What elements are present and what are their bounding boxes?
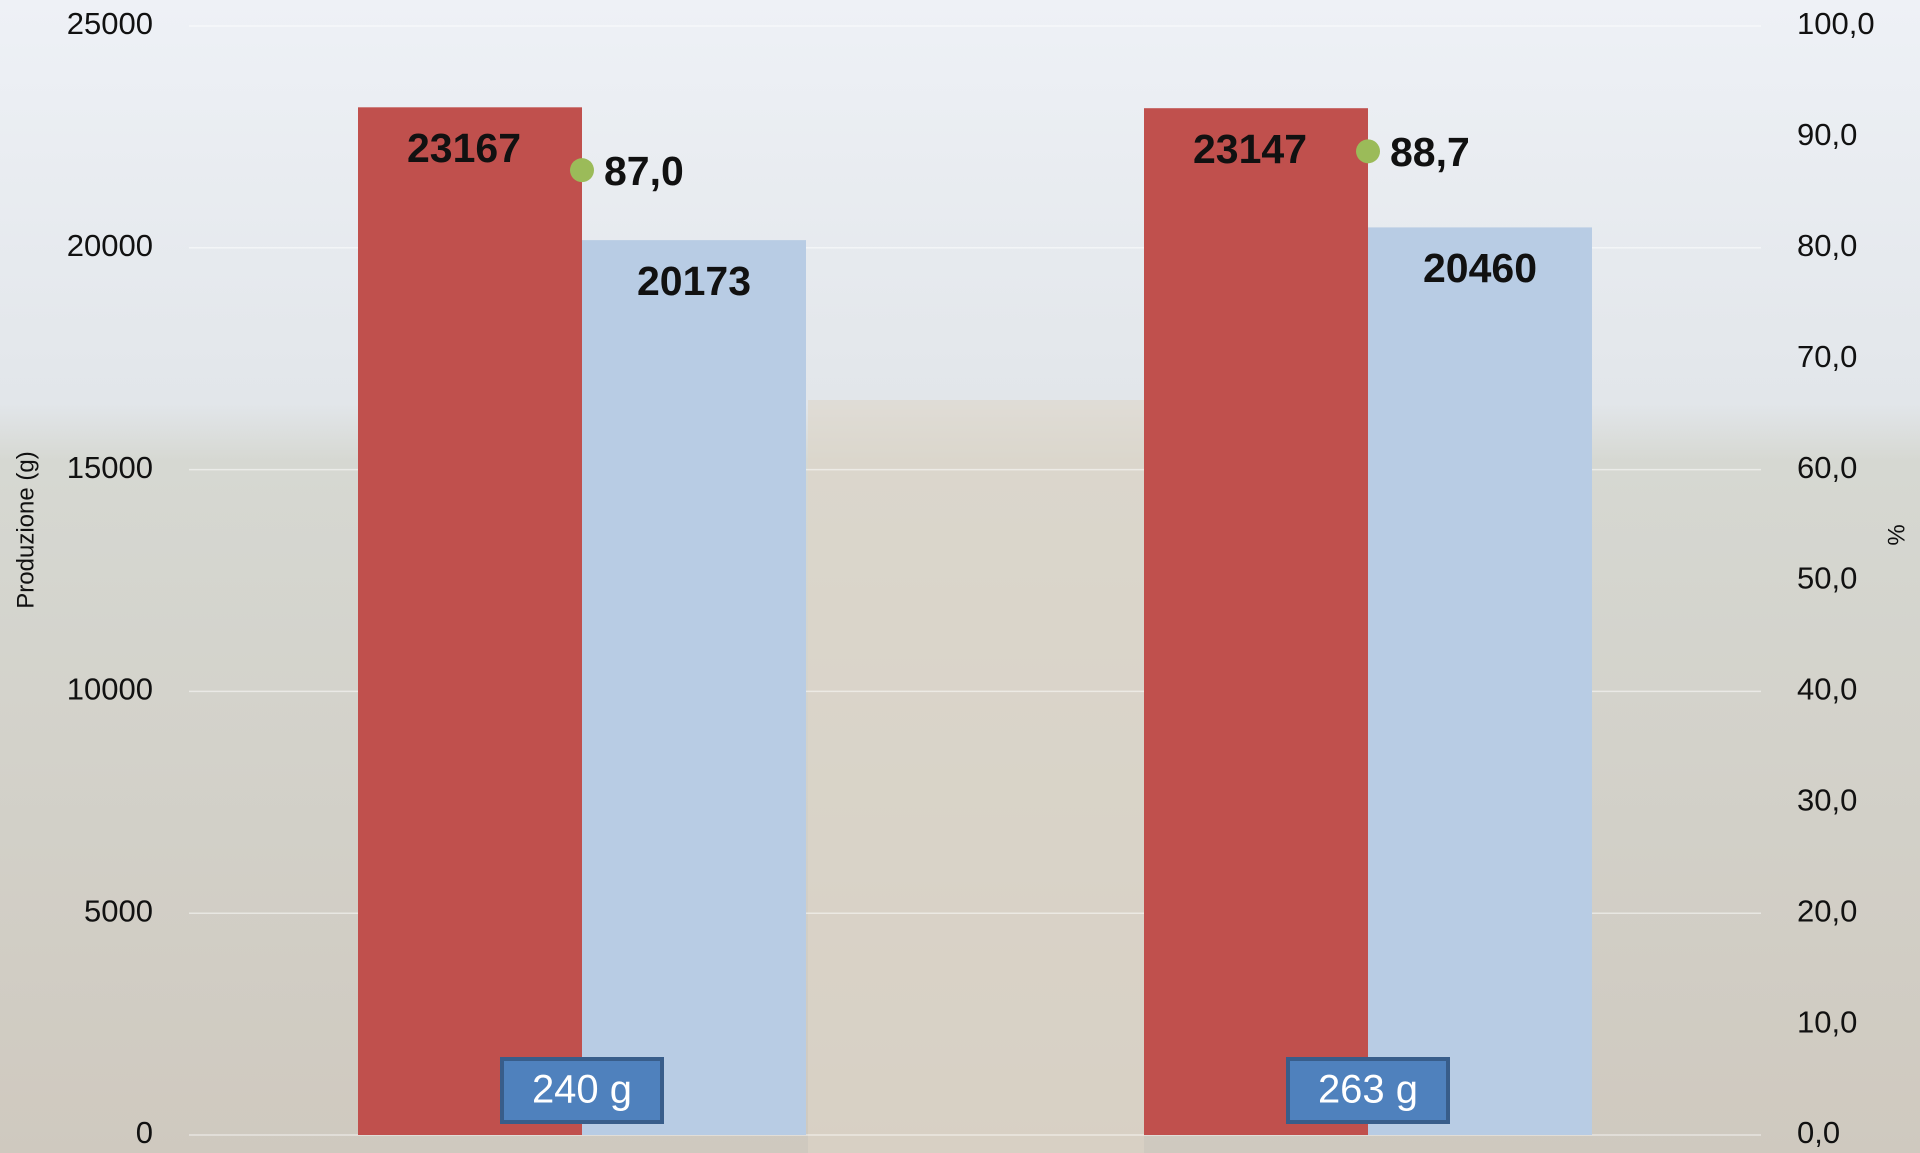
value-label: 20460 bbox=[1423, 245, 1537, 291]
background-path bbox=[808, 400, 1144, 1153]
annotation: 240 g bbox=[532, 1068, 632, 1112]
y2-tick-label: 60,0 bbox=[1797, 450, 1857, 485]
annotation-box bbox=[1286, 1057, 1450, 1124]
y-tick-label: 25000 bbox=[67, 6, 153, 41]
y-axis-label: Produzione (g) bbox=[12, 451, 39, 608]
value-label: 23147 bbox=[1193, 126, 1307, 172]
y2-axis-label: % bbox=[1883, 524, 1910, 545]
y-tick-label: 15000 bbox=[67, 450, 153, 485]
y2-tick-label: 90,0 bbox=[1797, 117, 1857, 152]
value-label: 23167 bbox=[407, 125, 521, 171]
value-label: 88,7 bbox=[1390, 129, 1470, 175]
annotation-box bbox=[500, 1057, 664, 1124]
point bbox=[1356, 139, 1380, 164]
bar bbox=[582, 240, 806, 1135]
value-label: 87,0 bbox=[604, 148, 684, 194]
y-tick-label: 10000 bbox=[67, 672, 153, 707]
y-tick-label: 20000 bbox=[67, 228, 153, 263]
y2-tick-label: 100,0 bbox=[1797, 6, 1875, 41]
y2-tick-label: 0,0 bbox=[1797, 1115, 1840, 1150]
y2-tick-label: 30,0 bbox=[1797, 782, 1857, 817]
annotation: 263 g bbox=[1318, 1068, 1418, 1112]
bar bbox=[1144, 108, 1368, 1135]
y2-tick-label: 10,0 bbox=[1797, 1004, 1857, 1039]
y2-tick-label: 40,0 bbox=[1797, 672, 1857, 707]
y-tick-label: 0 bbox=[136, 1115, 153, 1150]
y2-tick-label: 80,0 bbox=[1797, 228, 1857, 263]
point bbox=[570, 158, 594, 183]
bar bbox=[358, 107, 582, 1135]
y2-tick-label: 70,0 bbox=[1797, 339, 1857, 374]
value-label: 20173 bbox=[637, 258, 751, 304]
y-tick-label: 5000 bbox=[84, 893, 153, 928]
bar bbox=[1368, 227, 1592, 1135]
y2-tick-label: 50,0 bbox=[1797, 561, 1857, 596]
y2-tick-label: 20,0 bbox=[1797, 893, 1857, 928]
